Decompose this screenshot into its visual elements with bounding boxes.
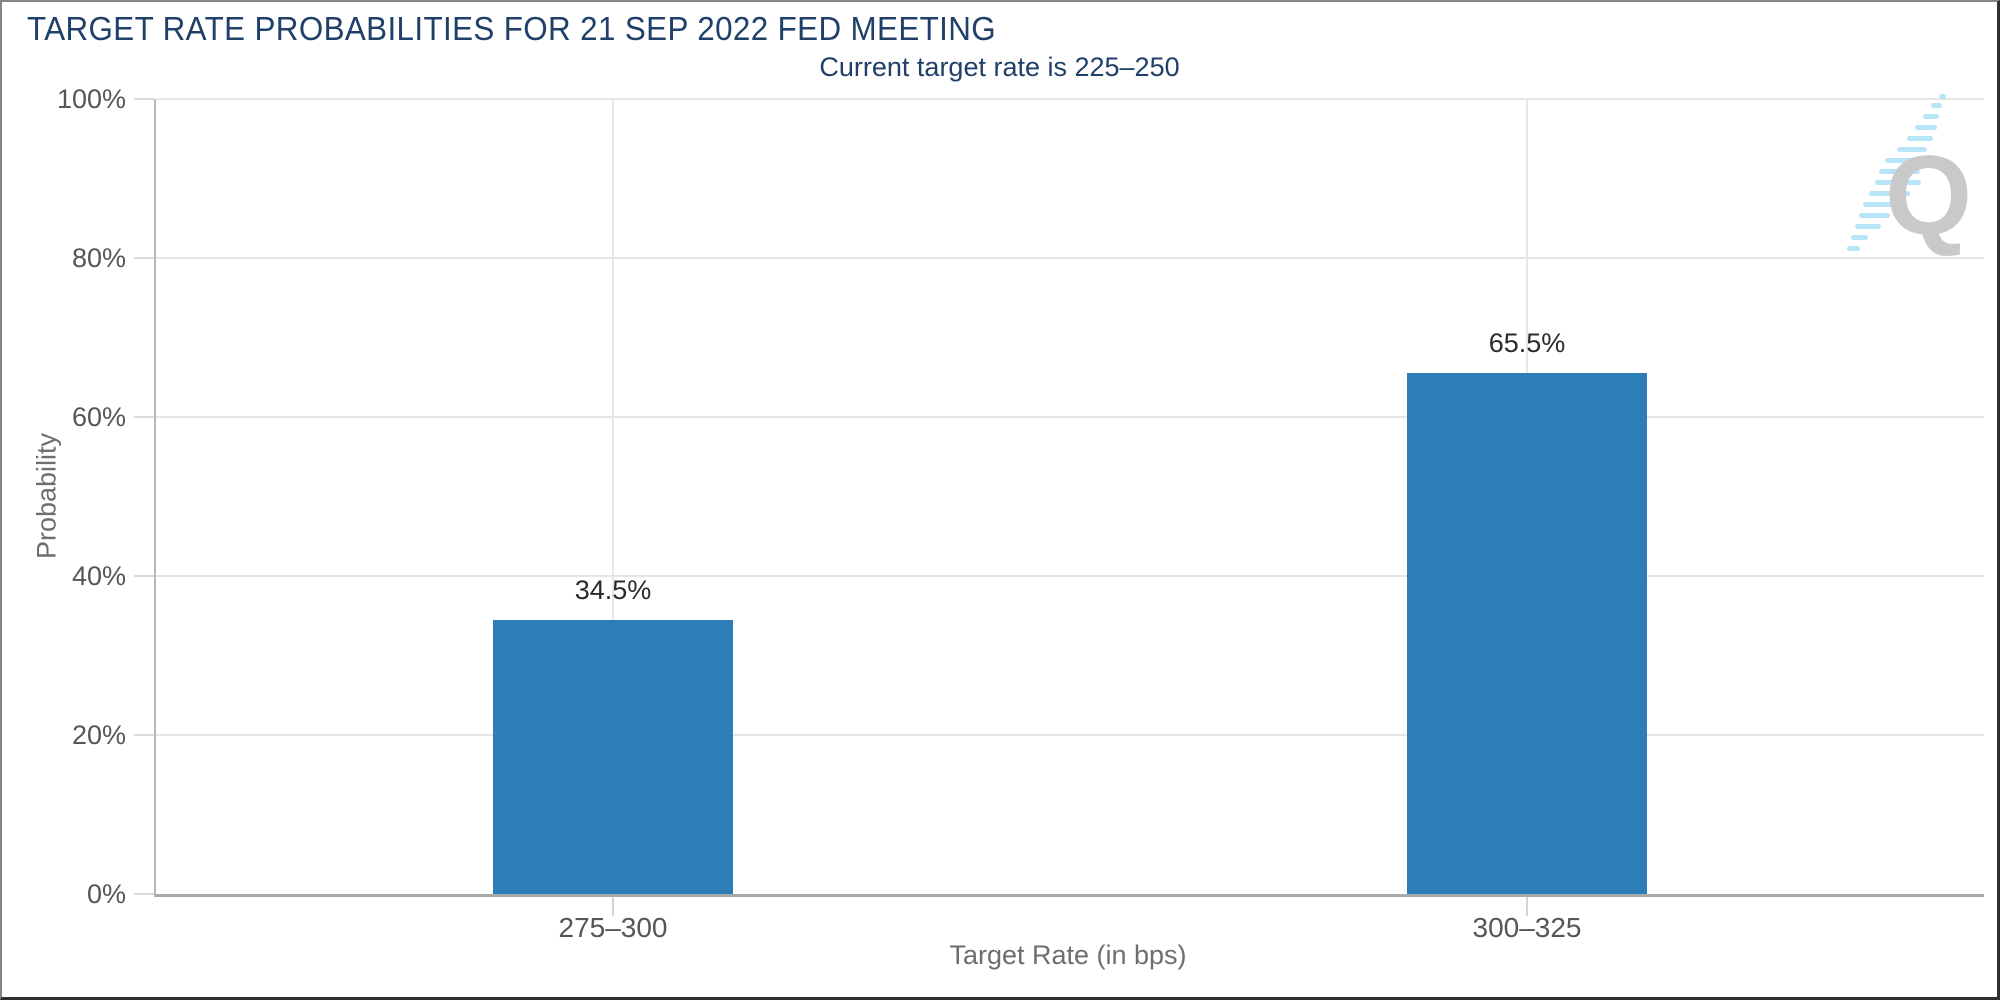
bar-275–300 <box>493 619 733 894</box>
y-tick-mark <box>134 734 154 736</box>
x-axis-title: Target Rate (in bps) <box>949 940 1187 970</box>
x-tick-label: 275–300 <box>558 912 668 943</box>
quikstrike-logo: Q <box>1847 94 1972 258</box>
x-tick-mark <box>1526 897 1528 916</box>
y-tick-label: 60% <box>71 402 126 432</box>
bar-value-label: 34.5% <box>574 574 652 605</box>
y-tick-label: 40% <box>71 561 126 591</box>
y-gridline <box>156 416 1984 418</box>
plot-area: 0% 20% 40% 60% 80% 100% 34.5% 275–300 65.5% 300–3… <box>57 84 1984 943</box>
y-gridline <box>156 575 1984 577</box>
bar-300–325 <box>1407 373 1647 894</box>
y-axis-title: Probability <box>31 432 62 560</box>
logo-letter: Q <box>1885 133 1972 258</box>
chart-subtitle: Current target rate is 225–250 <box>819 52 1180 82</box>
y-tick-mark <box>134 893 154 895</box>
x-tick-label: 300–325 <box>1472 912 1582 943</box>
y-tick-label: 20% <box>71 720 126 750</box>
y-tick-label: 0% <box>86 879 126 909</box>
y-tick-label: 100% <box>56 84 126 114</box>
y-tick-mark <box>134 416 154 418</box>
logo-swoosh-icon <box>1847 94 1946 251</box>
y-tick-mark <box>134 98 154 100</box>
y-tick-label: 80% <box>71 243 126 273</box>
x-tick-mark <box>612 897 614 916</box>
page-title: TARGET RATE PROBABILITIES FOR 21 SEP 202… <box>27 10 997 47</box>
y-gridline <box>156 734 1984 736</box>
y-tick-mark <box>134 257 154 259</box>
y-gridline <box>156 98 1984 100</box>
y-tick-mark <box>134 575 154 577</box>
bar-value-label: 65.5% <box>1488 328 1566 359</box>
x-gridline <box>612 99 614 894</box>
y-gridline <box>156 257 1984 259</box>
